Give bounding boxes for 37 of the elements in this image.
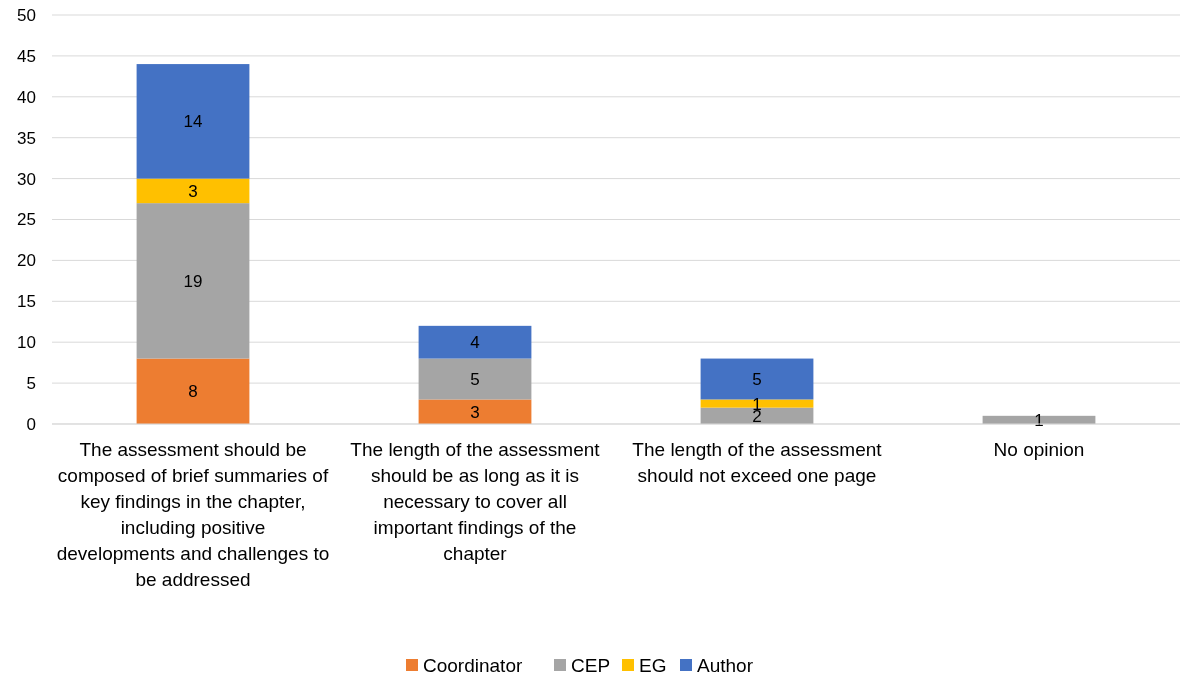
data-label: 8 (188, 382, 198, 402)
y-tick-label: 50 (17, 5, 36, 25)
data-label: 1 (1034, 410, 1044, 430)
bar (136, 358, 250, 424)
bar (418, 399, 532, 424)
bar (700, 399, 814, 408)
data-label: 5 (752, 369, 762, 389)
y-tick-label: 15 (17, 292, 36, 312)
y-tick-label: 40 (17, 87, 36, 107)
y-tick-label: 10 (17, 333, 36, 353)
bar (418, 358, 532, 400)
x-tick-label: The assessment should be composed of brief summaries of key findings in the chapter, including positive developments and challenges to be addressed (56, 439, 330, 590)
bar (136, 178, 250, 204)
y-tick-label: 20 (17, 251, 36, 271)
y-tick-label: 45 (17, 46, 36, 66)
data-label: 3 (188, 181, 198, 201)
data-label: 19 (183, 271, 203, 291)
y-tick-label: 5 (26, 374, 36, 394)
x-tick-label: The length of the assessment should not exceed one page (632, 439, 883, 486)
y-tick-label: 35 (17, 128, 36, 148)
bar (418, 325, 532, 359)
x-tick-label: No opinion (993, 439, 1085, 460)
legend-label: EG (639, 654, 667, 676)
legend-label: CEP (571, 654, 611, 676)
data-label: 3 (470, 402, 480, 422)
data-label: 4 (470, 333, 480, 353)
legend-label: Author (697, 654, 754, 676)
bar (136, 203, 250, 359)
data-label: 14 (183, 112, 203, 132)
y-tick-label: 25 (17, 210, 36, 230)
data-label: 5 (470, 369, 480, 389)
bar (700, 358, 814, 400)
legend-label: Coordinator (423, 654, 523, 676)
y-tick-label: 30 (17, 169, 36, 189)
bar (136, 64, 250, 179)
y-tick-label: 0 (26, 414, 36, 434)
x-tick-label: The length of the assessment should be as long as it is necessary to cover all important findings of the chapter (350, 439, 601, 564)
